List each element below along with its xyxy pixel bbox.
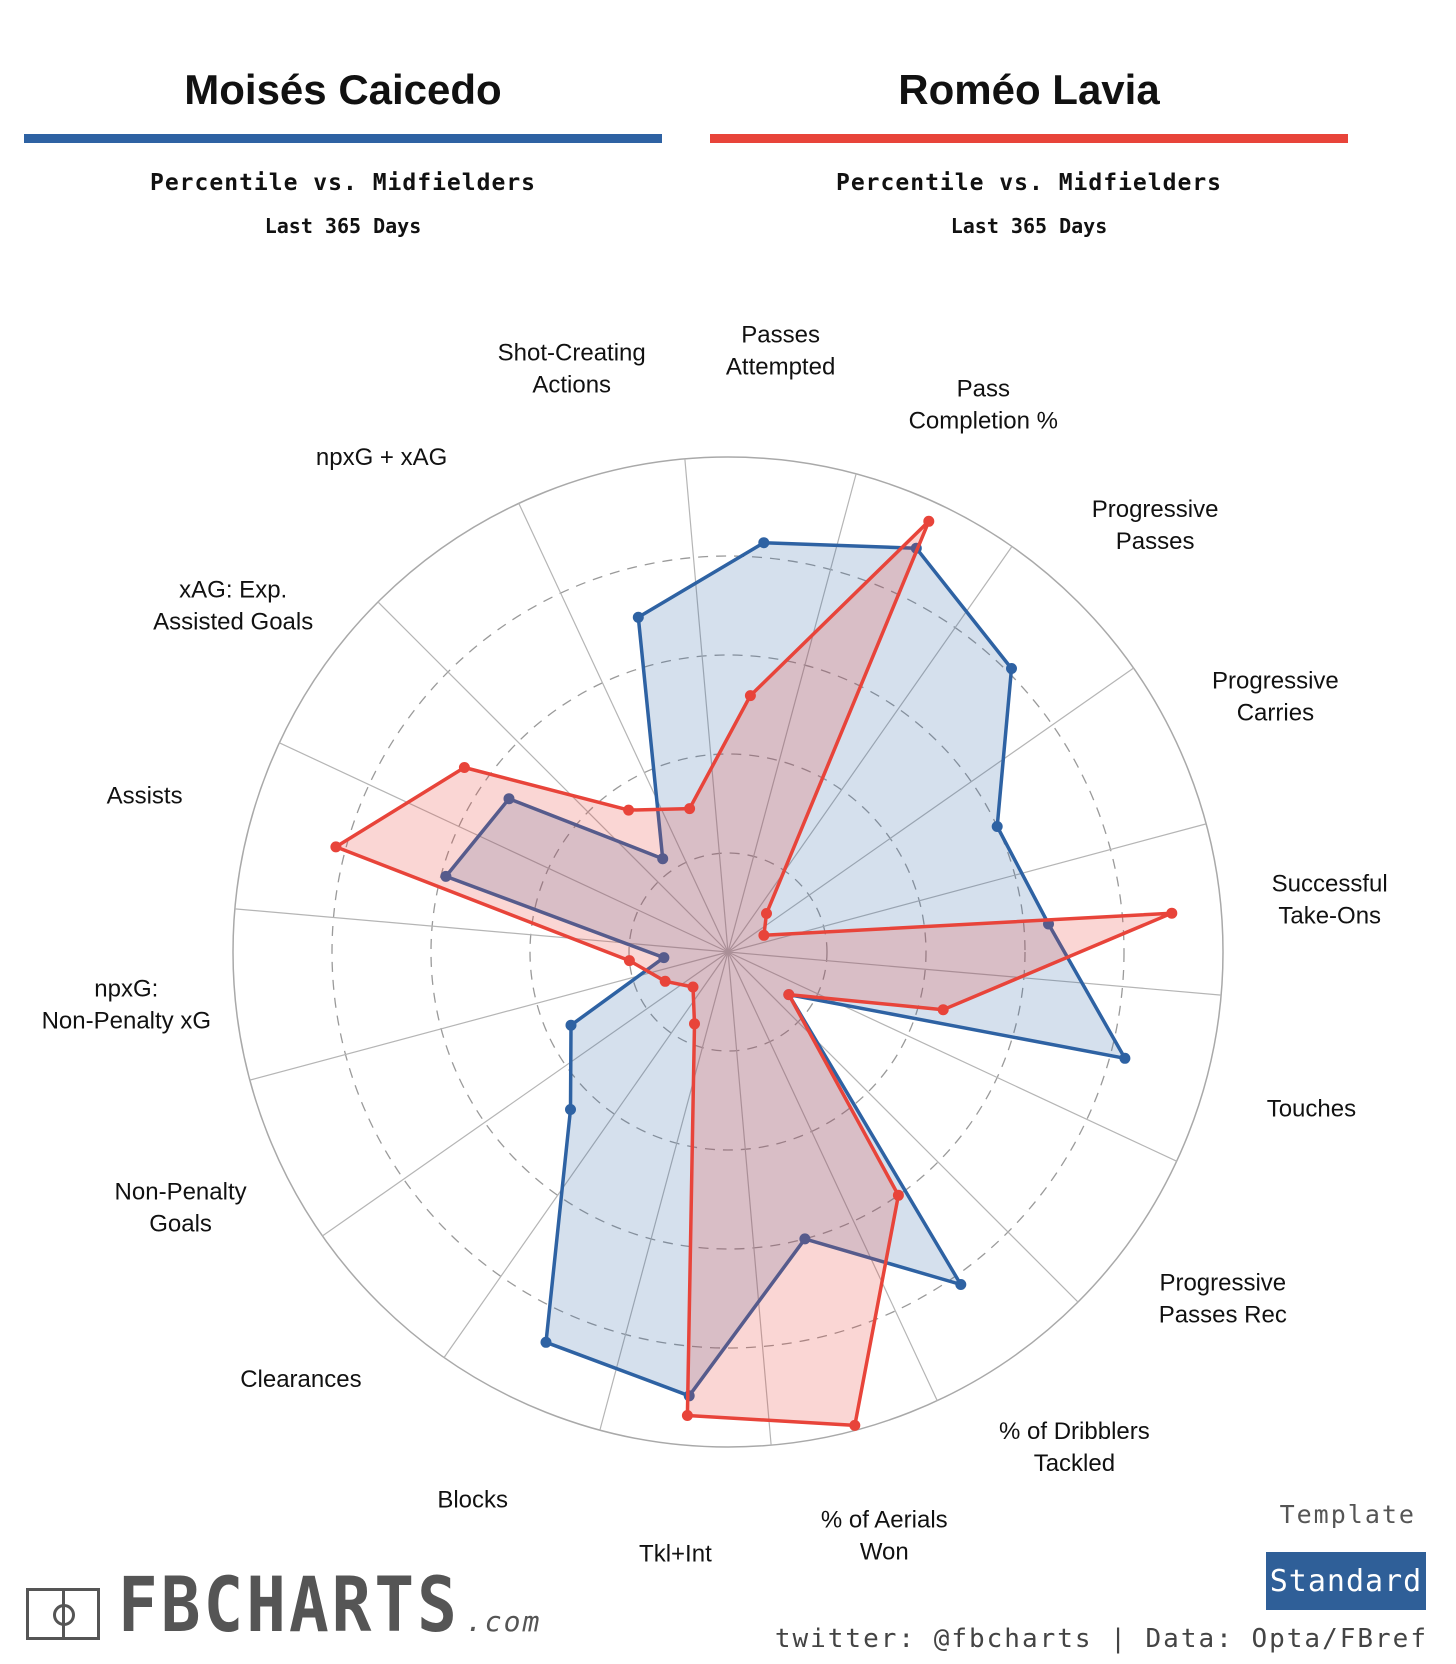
series-point-1 <box>955 1279 967 1290</box>
radar-series <box>330 515 1178 1431</box>
axis-label: Non-Penalty Goals <box>115 1178 247 1237</box>
radar-spoke <box>727 951 1177 1162</box>
series-point-2 <box>659 975 671 987</box>
series-point-2 <box>761 908 772 919</box>
series-point-1 <box>440 870 452 882</box>
radar-spoke <box>279 742 729 953</box>
radar-spoke <box>727 473 857 953</box>
series-point-2 <box>623 955 635 967</box>
series-point-1 <box>758 537 770 549</box>
series-point-2 <box>892 1189 904 1201</box>
radar-spoke <box>518 503 729 953</box>
axis-label: % of Dribblers Tackled <box>999 1418 1150 1477</box>
player2-color-bar <box>710 134 1348 143</box>
radar-spoke <box>377 601 729 953</box>
series-point-2 <box>330 841 342 853</box>
series-point-2 <box>849 1419 861 1431</box>
axis-label: % of Aerials Won <box>821 1506 948 1565</box>
radar-spoke <box>443 951 729 1358</box>
logo-text: FBCHARTS <box>118 1560 460 1650</box>
series-point-1 <box>632 611 644 623</box>
series-point-2 <box>1166 907 1178 919</box>
axis-label: Touches <box>1267 1095 1356 1122</box>
axis-label: Blocks <box>437 1486 508 1513</box>
series-point-2 <box>758 929 770 941</box>
series-point-2 <box>744 690 756 702</box>
radar-spoke <box>599 951 729 1431</box>
radar-spoke <box>727 667 1134 953</box>
series-point-2 <box>937 1004 949 1016</box>
radar-axis-labels: Passes Attempted Pass Completion % Progressi… <box>42 321 1388 1567</box>
player2-name: Roméo Lavia <box>898 66 1160 113</box>
radar-spoke <box>727 823 1207 953</box>
series-point-1 <box>540 1336 552 1348</box>
player2-period: Last 365 Days <box>950 214 1108 238</box>
series-point-2 <box>458 762 470 773</box>
series-point-1 <box>503 793 515 805</box>
player2-subtitle: Percentile vs. Midfielders <box>835 170 1223 196</box>
player1-color-bar <box>24 134 662 143</box>
radar-grid <box>232 456 1224 1448</box>
radar-ring <box>529 753 927 1151</box>
radar-spoke <box>727 951 1222 996</box>
radar-spoke <box>322 951 729 1237</box>
series-point-1 <box>991 821 1003 832</box>
radar-ring <box>628 852 828 1052</box>
series-point-1 <box>657 853 669 865</box>
template-badge: Standard <box>1266 1552 1426 1610</box>
radar-outer-ring <box>232 456 1224 1448</box>
axis-label: Progressive Passes Rec <box>1159 1269 1287 1328</box>
axis-label: Passes Attempted <box>726 321 835 380</box>
player1-period: Last 365 Days <box>264 214 422 238</box>
radar-spoke <box>727 951 1079 1303</box>
template-label: Template <box>1279 1500 1416 1529</box>
series-point-1 <box>565 1019 577 1031</box>
radar-spoke <box>727 951 772 1446</box>
series-point-1 <box>658 952 670 964</box>
pitch-icon <box>26 1588 100 1640</box>
axis-label: Tkl+Int <box>639 1541 712 1568</box>
radar-ring <box>430 654 1026 1250</box>
series-point-2 <box>681 1410 693 1421</box>
axis-label: Pass Completion % <box>909 376 1058 435</box>
axis-label: npxG + xAG <box>316 444 447 471</box>
series-point-2 <box>689 1018 700 1030</box>
series-point-1 <box>1006 663 1017 674</box>
player1-subtitle: Percentile vs. Midfielders <box>149 170 537 196</box>
series-point-2 <box>923 515 935 527</box>
series-point-1 <box>799 1233 811 1245</box>
series-point-1 <box>565 1104 576 1115</box>
radar-spoke <box>684 458 729 953</box>
radar-ring <box>331 555 1125 1349</box>
axis-label: Progressive Carries <box>1212 668 1339 727</box>
radar-spoke <box>727 951 938 1401</box>
axis-label: Assists <box>107 783 183 810</box>
fbcharts-logo: FBCHARTS .com <box>26 1567 542 1643</box>
series-point-2 <box>684 803 696 815</box>
axis-label: xAG: Exp. Assisted Goals <box>153 577 313 636</box>
axis-label: Clearances <box>240 1366 361 1393</box>
series-point-2 <box>783 989 795 1001</box>
radar-spoke <box>234 908 729 953</box>
series-point-1 <box>1119 1052 1131 1064</box>
axis-label: npxG: Non-Penalty xG <box>42 976 211 1035</box>
radar-spoke <box>727 546 1013 953</box>
axis-label: Progressive Passes <box>1092 496 1219 555</box>
player1-name: Moisés Caicedo <box>184 66 502 113</box>
data-credit: twitter: @fbcharts | Data: Opta/FBref <box>774 1624 1428 1654</box>
series-point-2 <box>687 981 699 993</box>
logo-domain: .com <box>465 1605 542 1638</box>
axis-label: Shot-Creating Actions <box>498 340 646 399</box>
series-point-2 <box>623 804 635 816</box>
axis-label: Successful Take-Ons <box>1272 870 1388 929</box>
